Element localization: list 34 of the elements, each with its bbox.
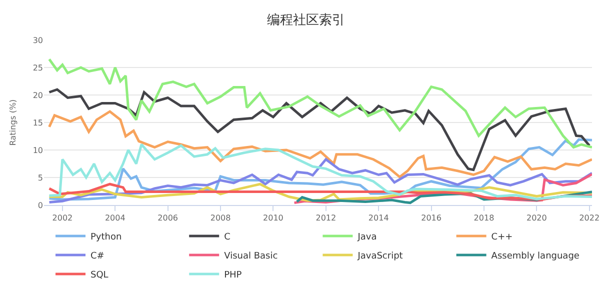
- line-series: [48, 88, 591, 172]
- legend-label: C#: [90, 252, 104, 262]
- y-tick-label: 0: [38, 200, 43, 210]
- x-tick-label: 2004: [104, 214, 126, 223]
- line-series: [48, 158, 592, 204]
- y-tick-label: 10: [32, 146, 43, 155]
- legend-label: C: [224, 232, 230, 243]
- x-tick-label: 2012: [316, 214, 336, 223]
- legend-label: Assembly language: [491, 252, 580, 262]
- x-tick-label: 2018: [474, 214, 494, 223]
- legend-label: Visual Basic: [224, 252, 278, 262]
- x-tick-label: 2020: [526, 214, 547, 223]
- x-tick-label: 2008: [210, 214, 231, 223]
- x-tick-label: 2010: [263, 214, 284, 223]
- y-tick-label: 20: [32, 90, 43, 100]
- legend-label: Python: [90, 232, 122, 243]
- x-tick-label: 2016: [421, 214, 442, 223]
- x-tick-label: 2022: [579, 214, 600, 223]
- x-tick-label: 2014: [368, 214, 389, 223]
- legend-label: JavaScript: [356, 252, 404, 262]
- legend-label: C++: [491, 232, 513, 243]
- legend-label: PHP: [224, 270, 242, 281]
- chart-title: 编程社区索引: [267, 13, 345, 28]
- y-tick-label: 15: [32, 118, 43, 128]
- line-series: [48, 110, 592, 178]
- y-tick-label: 30: [32, 36, 43, 45]
- line-series: [48, 58, 592, 148]
- legend-label: Java: [356, 232, 377, 243]
- x-tick-label: 2002: [52, 214, 73, 223]
- x-tick-label: 2006: [158, 214, 178, 223]
- y-axis-title: Ratings (%): [8, 99, 18, 146]
- legend-label: SQL: [90, 270, 108, 281]
- y-tick-label: 5: [38, 173, 43, 182]
- y-tick-label: 25: [32, 63, 43, 72]
